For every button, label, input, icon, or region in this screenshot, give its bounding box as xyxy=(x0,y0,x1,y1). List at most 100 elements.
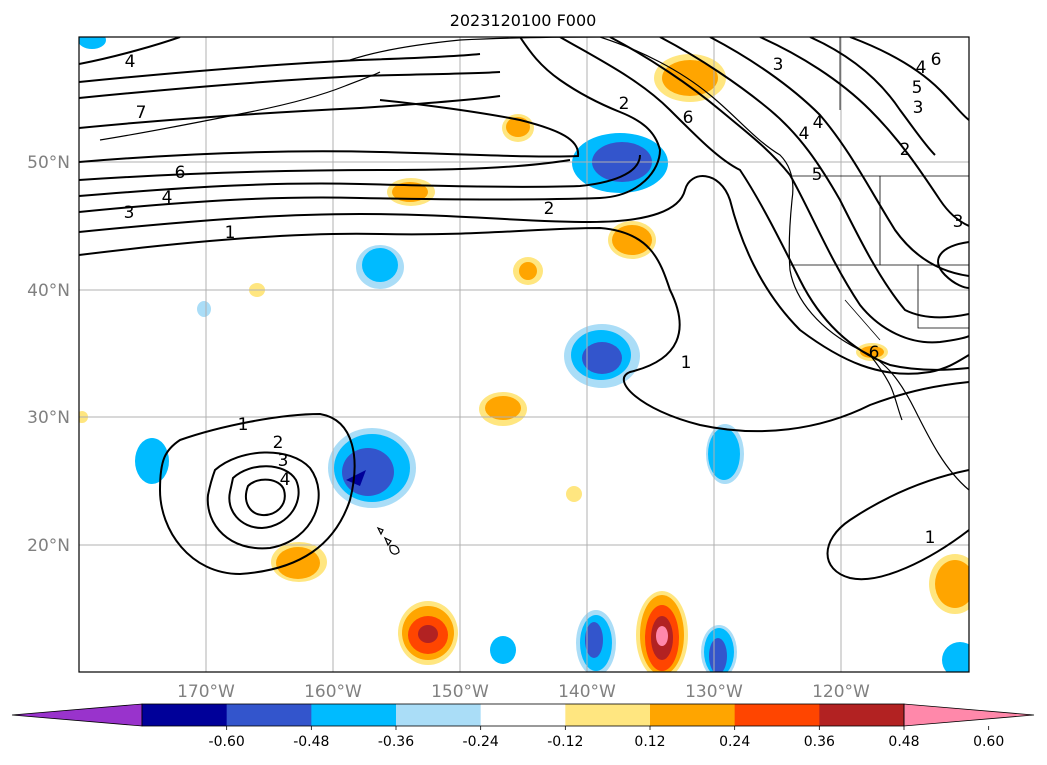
lon-label-160w: 160°W xyxy=(304,682,362,702)
contour-label: 3 xyxy=(124,203,135,223)
colorbar-extend-low xyxy=(11,703,143,727)
lon-label-140w: 140°W xyxy=(558,682,616,702)
colorbar-tick-label: 0.60 xyxy=(973,734,1004,750)
contour-1 xyxy=(79,226,969,433)
negative-blob-south xyxy=(490,610,969,672)
contour-low-1 xyxy=(158,412,356,576)
colorbar-tick-label: -0.60 xyxy=(209,734,245,750)
colorbar-frame xyxy=(141,703,905,727)
contour-label: 4 xyxy=(916,58,927,78)
colorbar-tick-label: 0.36 xyxy=(804,734,835,750)
colorbar-bin xyxy=(480,704,566,726)
negative-blob-35n xyxy=(564,324,640,388)
contour-low-east xyxy=(826,469,969,581)
contour-label: 3 xyxy=(773,55,784,75)
contour-label: 5 xyxy=(912,78,923,98)
contour-ridge-6 xyxy=(809,37,936,156)
colorbar-tick-label: -0.24 xyxy=(463,734,499,750)
colorbar-bin xyxy=(734,704,820,726)
lat-label-20n: 20°N xyxy=(27,536,70,556)
contour-ridge-2 xyxy=(609,37,969,344)
map-title: 2023120100 F000 xyxy=(450,11,597,30)
colorbar-tick-label: 0.12 xyxy=(634,734,665,750)
contour-label: 2 xyxy=(619,94,630,114)
contour-low-4 xyxy=(244,478,286,517)
contour-label: 6 xyxy=(175,163,186,183)
contour-ridge-5 xyxy=(759,37,969,227)
contour-label: 2 xyxy=(273,433,284,453)
contour-ridge-8 xyxy=(937,241,969,289)
state-borders xyxy=(790,37,969,341)
contour-6c xyxy=(79,53,481,83)
graticule xyxy=(79,37,969,672)
contour-label: 2 xyxy=(900,140,911,160)
contour-ridge-3 xyxy=(659,37,969,319)
negative-blob-gulf xyxy=(572,133,668,193)
lon-label-170w: 170°W xyxy=(177,682,235,702)
negative-blob-25n xyxy=(706,424,744,484)
colorbar-extend-high xyxy=(903,703,1035,727)
baja-coastline xyxy=(869,354,903,421)
colorbar-bin xyxy=(142,704,228,726)
contour-7 xyxy=(79,95,501,129)
hawaii-islands xyxy=(376,526,400,555)
colorbar-tick-label: 0.48 xyxy=(888,734,919,750)
latitude-labels: 50°N 40°N 30°N 20°N xyxy=(27,153,70,556)
positive-blob-alaska xyxy=(654,54,726,102)
shaded-anomalies xyxy=(79,37,969,672)
colorbar-tick-label: -0.48 xyxy=(293,734,329,750)
negative-blob-38n xyxy=(197,301,211,317)
contour-label: 6 xyxy=(869,343,880,363)
colorbar-bin xyxy=(311,704,397,726)
contour-low-2 xyxy=(206,451,320,550)
contour-low-3 xyxy=(228,465,300,530)
contour-label: 1 xyxy=(925,528,936,548)
lon-label-120w: 120°W xyxy=(812,682,870,702)
longitude-labels: 170°W 160°W 150°W 140°W 130°W 120°W xyxy=(177,682,870,702)
contour-ridge-1 xyxy=(559,37,969,371)
contour-label: 1 xyxy=(238,415,249,435)
contour-6 xyxy=(79,159,571,181)
contour-label: 7 xyxy=(136,103,147,123)
contour-7b xyxy=(79,71,501,99)
contour-label: 1 xyxy=(225,223,236,243)
contour-2 xyxy=(79,175,969,375)
positive-blob-strong-south xyxy=(398,591,688,672)
colorbar-bin xyxy=(650,704,736,726)
colorbar-tick-label: -0.12 xyxy=(547,734,583,750)
aleutian-chain xyxy=(99,71,381,141)
lat-label-30n: 30°N xyxy=(27,408,70,428)
contour-4 xyxy=(79,154,641,197)
contour-label: 6 xyxy=(683,108,694,128)
contour-6b xyxy=(79,99,580,163)
colorbar-tick-label: -0.36 xyxy=(378,734,414,750)
contour-ridge-7 xyxy=(849,37,969,121)
contour-label: 5 xyxy=(812,165,823,185)
na-coastline xyxy=(599,37,969,491)
lon-label-150w: 150°W xyxy=(431,682,489,702)
lon-label-130w: 130°W xyxy=(685,682,743,702)
contour-label: 4 xyxy=(280,470,291,490)
negative-blob-hawaii xyxy=(328,428,416,508)
lat-label-50n: 50°N xyxy=(27,153,70,173)
contour-label: 4 xyxy=(162,188,173,208)
contour-label: 3 xyxy=(278,451,289,471)
colorbar-bin xyxy=(819,704,905,726)
colorbar-tick-label: 0.24 xyxy=(719,734,750,750)
contour-label: 3 xyxy=(953,212,964,232)
negative-blob-42n xyxy=(356,245,404,289)
colorbar-bin xyxy=(226,704,312,726)
contour-label: 3 xyxy=(913,98,924,118)
lat-label-40n: 40°N xyxy=(27,281,70,301)
contour-label: 1 xyxy=(681,353,692,373)
contour-3 xyxy=(79,37,662,213)
colorbar: -0.60 -0.48 -0.36 -0.24 -0.12 0.12 0.24 0.36 0.4… xyxy=(11,703,1035,750)
colorbar-bin xyxy=(396,704,482,726)
contour-ridge-4 xyxy=(709,37,969,277)
contour-label: 4 xyxy=(813,113,824,133)
contour-label: 6 xyxy=(931,50,942,70)
colorbar-bin xyxy=(565,704,651,726)
height-contours xyxy=(79,37,969,581)
